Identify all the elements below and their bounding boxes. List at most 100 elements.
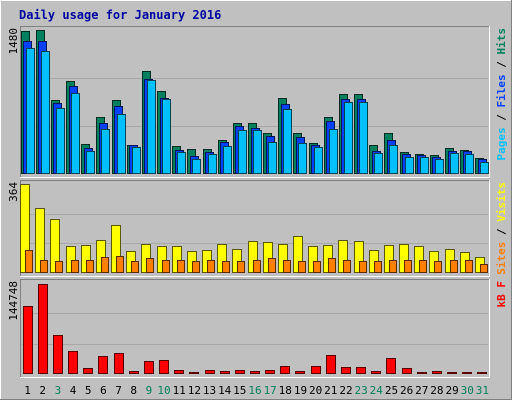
panel-legend: Pages / Files / Hits — [495, 28, 508, 161]
x-tick-label-day-26: 26 — [400, 384, 413, 397]
bar-kb-f-day-28 — [432, 371, 442, 374]
x-tick-label-day-20: 20 — [309, 384, 322, 397]
bar-pages-day-12 — [192, 159, 201, 174]
bar-pages-day-7 — [117, 114, 126, 174]
x-tick-label-day-22: 22 — [339, 384, 352, 397]
x-tick-label-day-28: 28 — [430, 384, 443, 397]
bar-kb-f-day-4 — [68, 351, 78, 374]
bar-pages-day-24 — [374, 153, 383, 174]
x-tick-label-day-6: 6 — [100, 384, 107, 397]
bar-pages-day-30 — [465, 154, 474, 174]
y-max-label: 364 — [7, 182, 20, 202]
bar-sites-day-14 — [222, 261, 230, 273]
x-tick-label-day-16: 16 — [248, 384, 261, 397]
bar-sites-day-9 — [146, 258, 154, 273]
legend-entry: / — [495, 108, 508, 128]
x-tick-label-day-5: 5 — [85, 384, 92, 397]
x-tick-label-day-12: 12 — [188, 384, 201, 397]
x-tick-label-day-4: 4 — [70, 384, 77, 397]
bar-kb-f-day-3 — [53, 335, 63, 374]
bar-pages-day-28 — [435, 159, 444, 174]
x-tick-label-day-15: 15 — [233, 384, 246, 397]
bar-sites-day-2 — [40, 260, 48, 273]
panel-hits-files-pages: 1480 Pages / Files / Hits — [7, 26, 508, 178]
bar-sites-day-13 — [207, 260, 215, 273]
bar-pages-day-3 — [56, 108, 65, 174]
x-tick-label-day-21: 21 — [324, 384, 337, 397]
bar-kb-f-day-5 — [83, 368, 93, 374]
legend-entry: Files — [495, 74, 508, 107]
bar-sites-day-3 — [55, 261, 63, 273]
bar-pages-day-15 — [238, 130, 247, 174]
x-tick-label-day-7: 7 — [115, 384, 122, 397]
bar-kb-f-day-6 — [98, 356, 108, 374]
chart-panels: 1480 Pages / Files / Hits 364 Sites / Visit… — [7, 26, 508, 378]
bar-kb-f-day-15 — [235, 370, 245, 374]
bar-kb-f-day-14 — [220, 371, 230, 374]
bar-kb-f-day-8 — [129, 371, 139, 374]
bar-sites-day-24 — [374, 261, 382, 273]
bar-kb-f-day-23 — [356, 367, 366, 374]
x-tick-label-day-27: 27 — [415, 384, 428, 397]
legend-entry: Pages — [495, 127, 508, 160]
panel-legend: kB F — [495, 281, 508, 308]
bar-pages-day-18 — [283, 109, 292, 174]
legend-entry: Visits — [495, 182, 508, 222]
x-tick-label-day-25: 25 — [385, 384, 398, 397]
bar-kb-f-day-30 — [462, 372, 472, 374]
bar-sites-day-6 — [101, 257, 109, 273]
y-max-label: 144748 — [7, 281, 20, 321]
x-tick-label-day-23: 23 — [354, 384, 367, 397]
legend-entry: Sites — [495, 242, 508, 275]
bar-pages-day-11 — [177, 152, 186, 174]
bar-kb-f-day-26 — [402, 368, 412, 374]
bar-kb-f-day-12 — [189, 372, 199, 374]
bar-sites-day-10 — [162, 260, 170, 273]
bar-pages-day-8 — [132, 147, 141, 174]
bar-sites-day-18 — [283, 260, 291, 273]
bar-pages-day-27 — [420, 157, 429, 174]
bar-kb-f-day-10 — [159, 360, 169, 374]
bar-pages-day-25 — [389, 145, 398, 174]
bar-pages-day-19 — [298, 143, 307, 174]
bar-kb-f-day-18 — [280, 366, 290, 374]
bar-kb-f-day-16 — [250, 371, 260, 374]
bar-kb-f-day-9 — [144, 361, 154, 374]
bar-pages-day-23 — [359, 102, 368, 174]
x-tick-label-day-30: 30 — [461, 384, 474, 397]
bar-pages-day-9 — [147, 80, 156, 174]
bar-pages-day-21 — [329, 129, 338, 174]
x-tick-label-day-13: 13 — [203, 384, 216, 397]
x-tick-label-day-18: 18 — [279, 384, 292, 397]
x-tick-label-day-3: 3 — [55, 384, 62, 397]
bar-kb-f-day-1 — [23, 306, 33, 374]
bar-sites-day-31 — [480, 264, 488, 273]
x-tick-label-day-11: 11 — [173, 384, 186, 397]
bar-pages-day-2 — [41, 51, 50, 174]
bar-pages-day-17 — [268, 142, 277, 174]
bar-sites-day-20 — [313, 261, 321, 273]
bar-sites-day-29 — [450, 260, 458, 273]
bar-pages-day-31 — [480, 162, 489, 174]
bar-sites-day-22 — [343, 260, 351, 273]
bar-pages-day-6 — [101, 129, 110, 174]
x-tick-label-day-8: 8 — [130, 384, 137, 397]
bar-sites-day-8 — [131, 261, 139, 273]
x-tick-label-day-2: 2 — [39, 384, 46, 397]
legend-entry: / — [495, 222, 508, 242]
bar-kb-f-day-13 — [205, 370, 215, 374]
bar-kb-f-day-24 — [371, 371, 381, 374]
bar-sites-day-16 — [253, 260, 261, 273]
panel-kbytes: 144748 kB F — [7, 279, 508, 378]
bar-kb-f-day-17 — [265, 370, 275, 374]
bar-sites-day-15 — [237, 261, 245, 273]
bar-pages-day-22 — [344, 102, 353, 174]
legend-entry: kB F — [495, 281, 508, 308]
series-sites — [25, 250, 488, 273]
bar-sites-day-21 — [328, 258, 336, 273]
bar-sites-day-7 — [116, 256, 124, 273]
legend-entry: Hits — [495, 28, 508, 55]
bar-kb-f-day-22 — [341, 367, 351, 374]
y-max-label: 1480 — [7, 28, 20, 55]
